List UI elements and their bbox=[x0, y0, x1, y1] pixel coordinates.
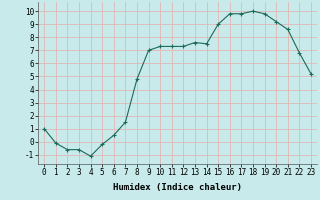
X-axis label: Humidex (Indice chaleur): Humidex (Indice chaleur) bbox=[113, 183, 242, 192]
